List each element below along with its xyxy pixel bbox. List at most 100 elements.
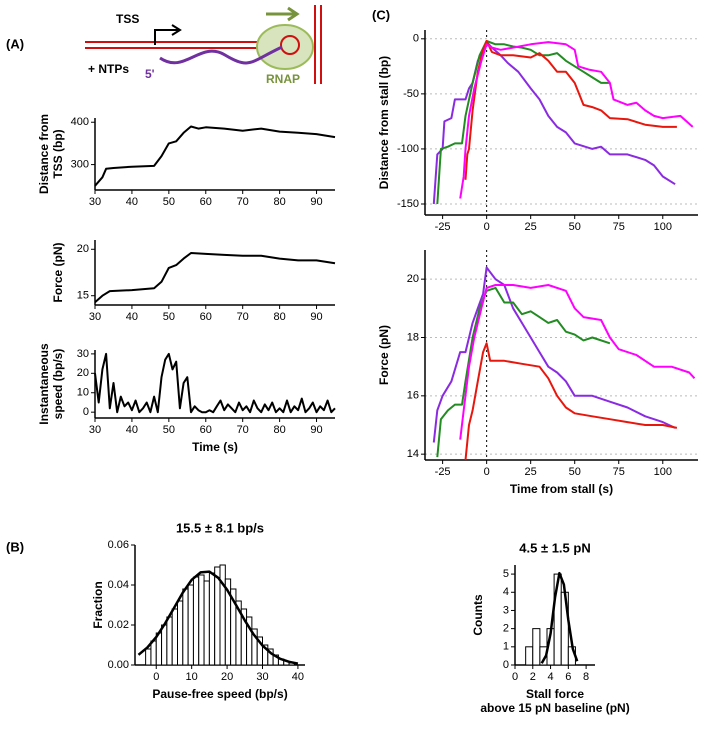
y-tick-label: 0 xyxy=(503,659,509,671)
y-axis-label: Force (pN) xyxy=(51,242,65,302)
data-line xyxy=(459,41,694,199)
x-tick-label: 50 xyxy=(163,196,175,208)
histogram-bar xyxy=(192,576,200,666)
x-tick-label: 70 xyxy=(237,424,249,436)
x-tick-label: 100 xyxy=(654,466,672,478)
data-line xyxy=(436,286,611,458)
y-tick-label: 20 xyxy=(407,273,419,285)
x-tick-label: 0 xyxy=(484,466,490,478)
x-axis-label: Stall force xyxy=(526,687,584,701)
y-tick-label: 3 xyxy=(503,604,509,616)
histogram-bar xyxy=(208,572,216,666)
x-tick-label: 50 xyxy=(569,221,581,233)
x-tick-label: 60 xyxy=(200,196,212,208)
x-tick-label: 40 xyxy=(126,424,138,436)
tss-arrow xyxy=(154,29,178,45)
chart-title: 15.5 ± 8.1 bp/s xyxy=(176,520,264,535)
histogram-bar xyxy=(198,574,205,666)
y-tick-label: 0 xyxy=(413,33,419,45)
x-tick-label: 6 xyxy=(565,671,571,683)
data-line xyxy=(464,342,678,461)
y-tick-label: 10 xyxy=(77,387,89,399)
histogram-bar xyxy=(187,584,194,666)
y-axis-label: Instantaneous xyxy=(37,343,51,425)
y-tick-label: -50 xyxy=(403,88,419,100)
y-tick-label: 0.04 xyxy=(108,579,129,591)
bubble xyxy=(280,35,300,55)
x-tick-label: 80 xyxy=(273,196,285,208)
x-axis-label: Time (s) xyxy=(192,440,238,454)
x-tick-label: 10 xyxy=(186,671,198,683)
data-line xyxy=(436,40,610,205)
x-tick-label: -25 xyxy=(435,221,451,233)
y-tick-label: 300 xyxy=(71,158,89,170)
y-tick-label: 16 xyxy=(407,390,419,402)
histogram-bar xyxy=(161,624,168,666)
rnap-label: RNAP xyxy=(266,72,300,86)
chart: 300 400 30 40 50 60 70 80 90 Distance from TSS (bp… xyxy=(37,114,336,208)
y-tick-label: 2 xyxy=(503,623,509,635)
y-axis-label: Distance from stall (bp) xyxy=(377,56,391,189)
x-tick-label: 30 xyxy=(256,671,268,683)
x-tick-label: 100 xyxy=(654,221,672,233)
fit-curve xyxy=(540,571,579,664)
chart: 0 -50 -100 -150 -25 0 25 50 75 100 Distance from s… xyxy=(377,30,698,233)
data-line xyxy=(94,352,336,414)
y-tick-label: -100 xyxy=(397,143,419,155)
x-tick-label: 60 xyxy=(200,424,212,436)
x-tick-label: 50 xyxy=(163,311,175,323)
x-tick-label: 25 xyxy=(525,466,537,478)
y-axis-label: Force (pN) xyxy=(377,325,391,385)
y-tick-label: 0.02 xyxy=(108,619,129,631)
y-tick-label: 0.06 xyxy=(108,539,129,551)
data-line xyxy=(94,252,336,303)
y-tick-label: -150 xyxy=(397,198,419,210)
x-tick-label: 50 xyxy=(163,424,175,436)
x-tick-label: 90 xyxy=(310,424,322,436)
histogram-bar xyxy=(214,566,221,666)
ntps-label: + NTPs xyxy=(88,62,129,76)
x-tick-label: 30 xyxy=(89,311,101,323)
rna-label: 5' xyxy=(145,67,155,81)
y-tick-label: 4 xyxy=(503,586,509,598)
y-tick-label: 1 xyxy=(503,641,509,653)
x-tick-label: 0 xyxy=(153,671,159,683)
histogram-bar xyxy=(525,646,534,666)
x-tick-label: 25 xyxy=(525,221,537,233)
direction-arrow xyxy=(266,6,300,22)
histogram-bar xyxy=(150,640,157,666)
y-axis-label: Distance from xyxy=(37,114,51,194)
fit-curve xyxy=(137,570,299,665)
panel-label: (B) xyxy=(6,539,24,554)
x-tick-label: 8 xyxy=(583,671,589,683)
chart: 14 16 18 20 -25 0 25 50 75 100 Time from stall (s)… xyxy=(377,250,698,496)
x-axis-label: Time from stall (s) xyxy=(510,482,613,496)
data-line xyxy=(432,266,676,443)
x-tick-label: 60 xyxy=(200,311,212,323)
y-tick-label: 14 xyxy=(407,448,419,460)
y-tick-label: 30 xyxy=(77,348,89,360)
x-tick-label: 40 xyxy=(126,196,138,208)
x-tick-label: 80 xyxy=(273,311,285,323)
histogram-bar xyxy=(182,588,189,666)
x-tick-label: 4 xyxy=(547,671,553,683)
y-tick-label: 0.00 xyxy=(108,659,129,671)
histogram-bar xyxy=(177,600,184,666)
chart: 15 20 30 40 50 60 70 80 90 Force (pN) xyxy=(51,240,336,323)
x-tick-label: 2 xyxy=(530,671,536,683)
x-tick-label: 40 xyxy=(292,671,304,683)
data-line xyxy=(432,41,676,205)
y-tick-label: 20 xyxy=(77,367,89,379)
y-tick-label: 20 xyxy=(77,243,89,255)
panel-label: (A) xyxy=(6,36,24,51)
x-tick-label: -25 xyxy=(435,466,451,478)
x-tick-label: 90 xyxy=(310,196,322,208)
histogram-bar xyxy=(145,648,152,666)
x-axis-label: Pause-free speed (bp/s) xyxy=(152,687,287,701)
x-tick-label: 70 xyxy=(237,311,249,323)
data-line xyxy=(459,284,696,440)
x-tick-label: 90 xyxy=(310,311,322,323)
x-axis-label: above 15 pN baseline (pN) xyxy=(480,701,629,715)
